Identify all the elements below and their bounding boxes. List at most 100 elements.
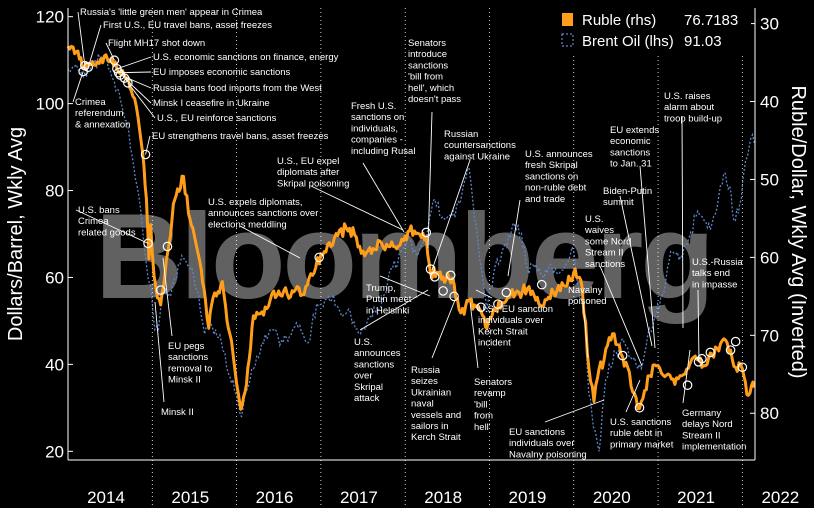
annotation-label: Russia bans food imports from the West (153, 83, 322, 94)
legend-ruble-swatch (562, 13, 573, 26)
year-label: 2020 (593, 488, 631, 507)
right-tick-label: 70 (760, 326, 779, 345)
annotation-leader (639, 165, 656, 349)
legend-ruble-value: 76.7183 (684, 12, 738, 29)
annotation-label: Navalny poisoned (568, 285, 607, 307)
annotation-label: Senators revamp'bill from hell' (474, 377, 512, 433)
event-marker (501, 287, 512, 298)
event-marker (140, 149, 151, 160)
left-axis-title: Dollars/Barrel, Wkly Avg (5, 127, 27, 341)
annotation-label: U.S. waives some Nord Stream II sanctions (584, 214, 631, 270)
event-marker (617, 350, 628, 361)
annotation-label: Russian countersanctions against Ukraine (444, 129, 516, 162)
year-label: 2019 (509, 488, 547, 507)
annotation-label: Russia seizes Ukrainian naval vessels and sai… (411, 365, 461, 443)
annotation-label: Flight MH17 shot down (108, 38, 205, 49)
event-marker (162, 241, 173, 252)
event-marker (314, 252, 324, 263)
right-tick-label: 80 (760, 404, 779, 423)
annotation-label: EU pegs sanctions removal to Minsk II (168, 341, 212, 386)
left-tick-label: 60 (45, 268, 64, 287)
annotation-label: Germany delays Nord Stream II implementatio… (682, 408, 746, 453)
year-label: 2015 (171, 488, 209, 507)
legend-oil-name: Brent Oil (lhs) (582, 33, 674, 50)
annotation-label: U.S., EU sanction individuals over Kerch S… (478, 304, 553, 349)
event-marker (143, 238, 153, 249)
legend-oil-value: 91.03 (684, 33, 722, 50)
left-tick-label: 40 (45, 355, 64, 374)
left-tick-label: 20 (45, 442, 64, 461)
annotation-label: Biden-Putin summit (603, 186, 652, 208)
annotation-leader (116, 56, 152, 70)
annotation-label: U.S. expels diplomats, announces sanction… (208, 197, 318, 230)
annotation-leader (162, 257, 173, 337)
annotation-label: U.S. announces sanctions over Skripal attack (354, 337, 401, 404)
left-tick-label: 120 (36, 8, 64, 27)
annotation-leader (362, 162, 405, 233)
right-axis-ticks: 30 40 50 60 70 80 (750, 15, 779, 423)
legend: Ruble (rhs) 76.7183 Brent Oil (lhs) 91.0… (557, 5, 751, 55)
event-marker (425, 264, 436, 274)
annotation-leader (145, 135, 151, 155)
year-label: 2016 (256, 488, 294, 507)
event-marker (725, 345, 736, 355)
annotation-label: Russia's 'little green men' appear in Cr… (80, 7, 263, 18)
legend-ruble-name: Ruble (rhs) (582, 12, 656, 29)
event-marker (109, 55, 120, 66)
axes (67, 8, 756, 461)
annotation-leader (72, 71, 84, 103)
left-axis-ticks: 120 100 80 60 40 20 (36, 8, 73, 461)
event-marker (705, 347, 716, 358)
annotation-label: EU extends economic sanctions to Jan. 31 (610, 125, 659, 170)
event-marker (697, 353, 707, 364)
event-annotations: Russia's 'little green men' appear in Cr… (72, 7, 748, 460)
annotation-label: U.S. announces fresh Skripal sanctions on n… (525, 149, 593, 205)
annotation-leader (75, 209, 149, 244)
annotation-leader (105, 42, 115, 61)
annotation-leader (625, 379, 641, 413)
brent-oil-line (67, 53, 755, 452)
annotation-leader (682, 349, 691, 404)
event-marker (78, 66, 88, 77)
annotation-label: Minsk II (161, 407, 194, 418)
event-marker (737, 362, 748, 373)
event-marker (536, 279, 547, 290)
annotation-leader (507, 199, 521, 277)
annotation-label: First U.S., EU travel bans, asset freeze… (103, 20, 272, 31)
annotation-label: U.S. economic sanctions on finance, ener… (153, 52, 339, 63)
year-label: 2014 (87, 488, 125, 507)
annotation-leader (599, 265, 643, 367)
annotation-leader (77, 11, 86, 66)
annotation-leader (359, 289, 429, 331)
annotation-leader (87, 24, 102, 68)
annotation-label: EU strengthens travel bans, asset freeze… (152, 131, 329, 142)
annotation-label: U.S. raises alarm about troop build-up (664, 91, 722, 124)
annotation-leader (681, 115, 684, 329)
annotation-leader (697, 289, 700, 363)
annotation-label: EU imposes economic sanctions (153, 67, 291, 78)
annotation-label: U.S., EU expel diplomats after Skripal poi… (277, 156, 349, 189)
annotation-leader (124, 77, 152, 104)
annotation-label: Fresh U.S. sanctions on individuals, compan… (351, 101, 415, 157)
left-tick-label: 100 (36, 95, 64, 114)
event-marker (123, 78, 133, 88)
event-marker (421, 227, 432, 238)
legend-oil-swatch (561, 33, 574, 47)
event-marker (113, 67, 124, 78)
event-marker (155, 285, 166, 295)
event-marker (476, 302, 486, 313)
annotation-leader (544, 399, 605, 423)
annotation-leader (154, 301, 165, 403)
right-tick-label: 60 (760, 248, 779, 267)
brent-oil-series (67, 53, 755, 452)
ruble-line (66, 44, 756, 411)
year-label: 2022 (761, 488, 799, 507)
year-gridlines (151, 8, 743, 508)
annotation-label: Minsk I ceasefire in Ukraine (153, 98, 270, 109)
event-marker (449, 291, 459, 302)
ruble-series (66, 44, 756, 411)
left-tick-label: 80 (45, 182, 64, 201)
annotation-leader (427, 111, 433, 249)
annotation-leader (475, 289, 493, 299)
year-label: 2018 (424, 488, 462, 507)
